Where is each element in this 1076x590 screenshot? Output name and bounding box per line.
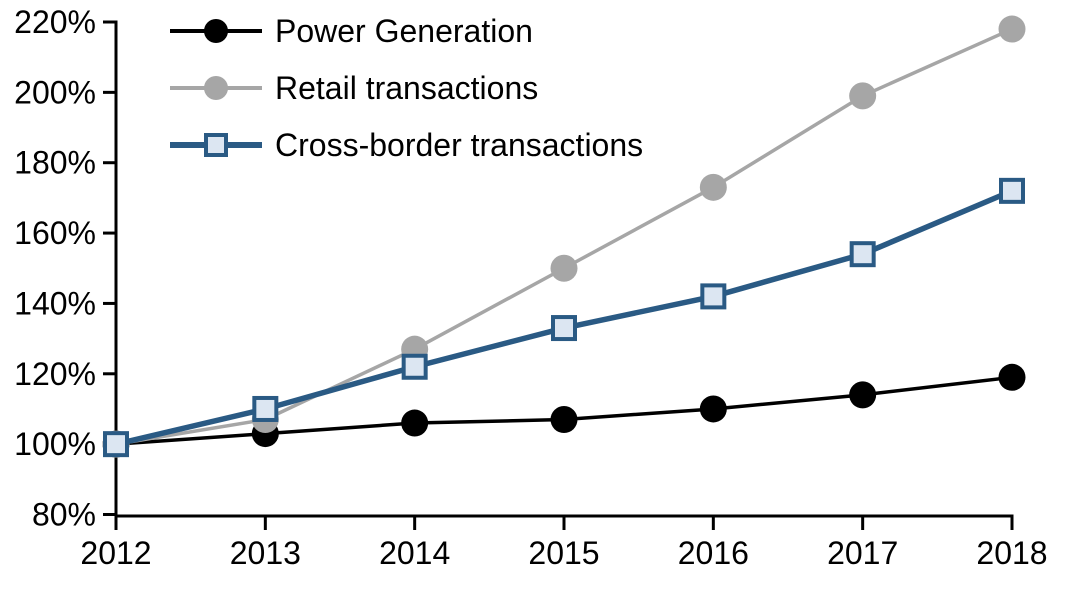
data-point-retail-transactions: [849, 82, 877, 110]
data-point-cross-border-transactions: [401, 353, 428, 380]
y-tick-label: 180%: [14, 145, 96, 181]
x-tick-label: 2017: [827, 535, 898, 571]
y-tick-label: 220%: [14, 4, 96, 40]
y-tick-label: 160%: [14, 215, 96, 251]
legend-item-power-generation: Power Generation: [170, 2, 643, 59]
y-tick-label: 140%: [14, 285, 96, 321]
data-point-power-generation: [849, 381, 877, 409]
data-point-cross-border-transactions: [551, 315, 577, 342]
legend-item-retail-transactions: Retail transactions: [170, 59, 643, 116]
power-generation-line-marker-icon: [170, 16, 262, 46]
x-tick-label: 2015: [528, 535, 599, 571]
x-tick-label: 2018: [976, 535, 1047, 571]
x-tick-label: 2012: [80, 535, 151, 571]
data-point-cross-border-transactions: [252, 395, 279, 422]
x-tick-label: 2016: [678, 535, 749, 571]
x-tick-label: 2014: [379, 535, 450, 571]
y-tick-label: 80%: [32, 497, 96, 533]
data-point-cross-border-transactions: [700, 283, 727, 310]
legend-item-cross-border-transactions: Cross-border transactions: [170, 116, 643, 173]
cross-border-transactions-line-marker-icon: [170, 130, 262, 160]
data-point-power-generation: [699, 395, 727, 423]
data-point-cross-border-transactions: [999, 177, 1025, 204]
data-point-retail-transactions: [699, 173, 727, 201]
chart-legend: Power Generation Retail transactions Cro…: [170, 2, 643, 173]
legend-label-retail-transactions: Retail transactions: [275, 69, 539, 106]
data-point-retail-transactions: [550, 254, 578, 282]
y-tick-label: 100%: [14, 426, 96, 462]
x-tick-label: 2013: [230, 535, 301, 571]
y-tick-label: 200%: [14, 74, 96, 110]
data-point-cross-border-transactions: [103, 431, 129, 458]
data-point-power-generation: [998, 363, 1026, 391]
y-tick-label: 120%: [14, 356, 96, 392]
data-point-cross-border-transactions: [849, 241, 876, 268]
data-point-power-generation: [550, 406, 578, 434]
legend-label-power-generation: Power Generation: [275, 12, 533, 49]
data-point-retail-transactions: [998, 15, 1026, 43]
data-point-power-generation: [401, 409, 429, 437]
retail-transactions-line-marker-icon: [170, 73, 262, 103]
legend-label-cross-border-transactions: Cross-border transactions: [275, 126, 644, 163]
